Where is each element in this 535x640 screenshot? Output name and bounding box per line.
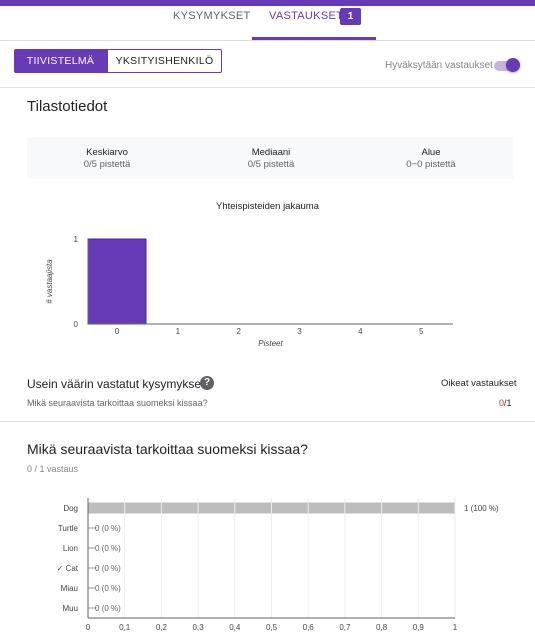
score-distribution-chart: 0 1 2 3 4 5 0 1 Pisteet # vastaajista bbox=[45, 235, 453, 348]
data-label: 0 (0 %) bbox=[95, 584, 121, 593]
x-tick-label: 5 bbox=[419, 327, 424, 336]
frequently-missed-score: 0/1 bbox=[499, 398, 512, 408]
x-tick-label: 2 bbox=[236, 327, 241, 336]
y-tick-label: 0 bbox=[74, 320, 79, 329]
data-label: 0 (0 %) bbox=[95, 564, 121, 573]
x-tick-label: 4 bbox=[358, 327, 363, 336]
frequently-missed-question-link[interactable]: Mikä seuraavista tarkoittaa suomeksi kis… bbox=[27, 398, 208, 408]
help-circle-icon[interactable]: ? bbox=[200, 376, 214, 390]
stat-median: Mediaani 0/5 pistettä bbox=[201, 147, 341, 171]
x-tick-label: 0,1 bbox=[119, 623, 131, 632]
score-distribution-title: Yhteispisteiden jakauma bbox=[216, 201, 319, 212]
x-tick-label: 0,7 bbox=[339, 623, 351, 632]
x-tick-label: 0,6 bbox=[303, 623, 315, 632]
question-title: Mikä seuraavista tarkoittaa suomeksi kis… bbox=[27, 441, 308, 457]
data-label: 0 (0 %) bbox=[95, 524, 121, 533]
stat-range: Alue 0−0 pistettä bbox=[361, 147, 501, 171]
summary-view-button[interactable]: TIIVISTELMÄ bbox=[14, 49, 107, 73]
x-tick-label: 1 bbox=[453, 623, 458, 632]
toggle-knob[interactable] bbox=[506, 58, 520, 72]
correct-count: 0 bbox=[499, 398, 505, 408]
individual-view-button[interactable]: YKSITYISHENKILÖ bbox=[107, 49, 222, 73]
x-tick-label: 0,2 bbox=[156, 623, 168, 632]
x-tick-label: 1 bbox=[176, 327, 181, 336]
x-tick-label: 0,5 bbox=[266, 623, 278, 632]
x-tick-label: 0,4 bbox=[229, 623, 241, 632]
category-label: Lion bbox=[63, 544, 78, 553]
tab-questions[interactable]: KYSYMYKSET bbox=[173, 10, 251, 22]
x-axis-title: Pisteet bbox=[258, 339, 283, 348]
x-tick-label: 0,8 bbox=[376, 623, 388, 632]
statistics-summary-box bbox=[27, 137, 514, 179]
total-count: /1 bbox=[504, 398, 512, 408]
divider bbox=[0, 421, 535, 422]
data-label: 0 (0 %) bbox=[95, 604, 121, 613]
tabs-bar bbox=[0, 6, 535, 40]
y-axis-title: # vastaajista bbox=[45, 259, 54, 304]
x-tick-label: 0,9 bbox=[413, 623, 425, 632]
divider bbox=[0, 87, 535, 88]
answer-distribution-chart: Dog 1 (100 %) Turtle 0 (0 %) Lion 0 (0 %) ✓ Ca… bbox=[57, 498, 499, 632]
stat-mean-label: Keskiarvo bbox=[86, 147, 128, 158]
x-tick-label: 0 bbox=[115, 327, 120, 336]
data-label: 0 (0 %) bbox=[95, 544, 121, 553]
stat-range-label: Alue bbox=[421, 147, 441, 158]
category-label: Dog bbox=[63, 504, 78, 513]
x-tick-label: 0,3 bbox=[193, 623, 205, 632]
x-tick-label: 0 bbox=[86, 623, 91, 632]
correct-answers-header: Oikeat vastaukset bbox=[441, 378, 517, 389]
frequently-missed-heading: Usein väärin vastatut kysymykset bbox=[27, 377, 205, 391]
x-tick-label: 3 bbox=[297, 327, 302, 336]
active-tab-indicator bbox=[252, 37, 376, 40]
category-label: ✓ Cat bbox=[57, 564, 79, 573]
stat-mean: Keskiarvo 0/5 pistettä bbox=[37, 147, 177, 171]
accepting-responses-label: Hyväksytään vastaukset bbox=[385, 60, 493, 71]
tab-responses[interactable]: VASTAUKSET bbox=[269, 10, 344, 22]
data-label: 1 (100 %) bbox=[464, 504, 499, 513]
stat-median-value: 0/5 pistettä bbox=[247, 159, 295, 170]
responses-count-badge: 1 bbox=[340, 8, 361, 25]
category-label: Turtle bbox=[58, 524, 79, 533]
y-tick-label: 1 bbox=[74, 235, 79, 244]
distribution-bar bbox=[87, 238, 147, 325]
category-label: Muu bbox=[62, 604, 78, 613]
top-accent-bar bbox=[0, 0, 535, 6]
stat-mean-value: 0/5 pistettä bbox=[83, 159, 131, 170]
statistics-heading: Tilastotiedot bbox=[27, 98, 108, 115]
question-response-count: 0 / 1 vastaus bbox=[27, 464, 79, 474]
category-label: Miau bbox=[61, 584, 78, 593]
stat-median-label: Mediaani bbox=[251, 147, 291, 158]
stat-range-value: 0−0 pistettä bbox=[406, 159, 456, 170]
